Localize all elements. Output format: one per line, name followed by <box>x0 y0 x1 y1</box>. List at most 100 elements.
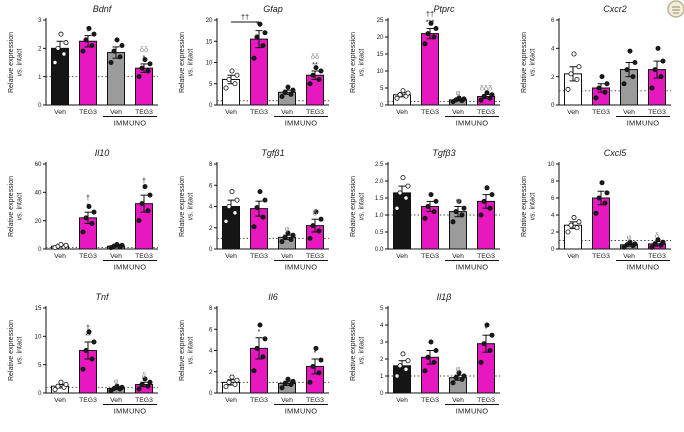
data-point <box>312 209 318 215</box>
data-points <box>108 383 125 394</box>
data-point <box>317 216 323 222</box>
y-tick-label: 0 <box>209 102 213 109</box>
data-point <box>306 379 312 385</box>
data-point <box>117 54 123 60</box>
data-point <box>400 351 406 357</box>
data-point <box>483 185 489 191</box>
chart-title: Tgfβ1 <box>261 148 284 158</box>
y-tick-label: 1 <box>380 373 384 380</box>
data-point <box>234 197 240 203</box>
panel-Bdnf: Bdnf Relative expression vs. intact 0 1 2 3 † * δ… <box>0 0 171 144</box>
data-point <box>262 30 268 36</box>
data-point <box>574 225 580 231</box>
y-tick-label: 0 <box>551 246 555 253</box>
y-axis-label-line2: vs. intact <box>16 49 23 77</box>
data-point <box>146 379 152 385</box>
chart-title: Ptprc <box>433 4 455 14</box>
data-point <box>317 68 323 74</box>
data-point <box>86 204 92 210</box>
x-category-label: TEG3 <box>592 253 610 260</box>
y-axis-label-line1: Relative expression <box>179 320 186 381</box>
y-tick-label: 3 <box>380 339 384 346</box>
data-point <box>114 37 120 43</box>
y-tick-label: 20 <box>205 17 212 24</box>
data-point <box>317 357 323 363</box>
y-axis-label-line2: vs. intact <box>358 193 365 221</box>
data-point <box>257 21 263 27</box>
y-tick-label: 10 <box>205 60 212 67</box>
data-point <box>80 366 86 372</box>
data-point <box>119 43 125 49</box>
data-point <box>282 380 288 386</box>
data-point <box>108 60 114 66</box>
data-points <box>251 21 268 61</box>
data-points <box>565 51 582 92</box>
chart-Bdnf: Bdnf Relative expression vs. intact 0 1 2 3 † *δ… <box>8 4 158 128</box>
data-point <box>483 322 489 328</box>
data-point <box>453 209 459 215</box>
data-point <box>431 359 437 365</box>
data-point <box>480 198 486 204</box>
data-point <box>114 241 120 247</box>
significance-annotation: †† <box>425 10 433 19</box>
chart-Tgfβ1: Tgfβ1 Relative expression vs. intact 0 2 4 6 8 φ… <box>179 148 329 272</box>
y-tick-label: 5 <box>38 362 42 369</box>
significance-annotation: ** <box>85 331 91 340</box>
data-point <box>480 94 486 100</box>
data-point <box>571 51 577 57</box>
y-tick-label: 0 <box>38 390 42 397</box>
y-tick-label: 2 <box>209 225 213 232</box>
data-point <box>431 34 437 40</box>
y-tick-label: 0.0 <box>374 246 383 253</box>
x-category-label: Veh <box>567 109 579 116</box>
x-category-label: TEG3 <box>79 253 97 260</box>
data-point <box>58 241 64 247</box>
chart-Il10: Il10 Relative expression vs. intact 0 20 40 60… <box>8 148 158 272</box>
data-point <box>565 86 571 92</box>
y-axis-label-line1: Relative expression <box>8 320 15 381</box>
data-points <box>306 345 323 385</box>
y-tick-label: 20 <box>376 34 383 41</box>
x-category-label: TEG3 <box>592 109 610 116</box>
x-category-label: Veh <box>396 397 408 404</box>
data-point <box>262 336 268 342</box>
data-points <box>648 45 665 91</box>
data-point <box>428 20 434 26</box>
data-point <box>80 48 86 54</box>
data-point <box>632 60 638 66</box>
significance-annotation: δδ <box>139 45 147 54</box>
data-point <box>229 68 235 74</box>
significance-annotation: † <box>141 176 145 185</box>
x-category-label: TEG3 <box>477 397 495 404</box>
data-point <box>312 65 318 71</box>
y-tick-label: 20 <box>34 218 41 225</box>
x-category-label: Veh <box>452 397 464 404</box>
y-tick-label: 25 <box>376 17 383 24</box>
chart-Il6: Il6 Relative expression vs. intact 0 2 4 6 8 * * V… <box>179 292 329 416</box>
data-point <box>433 348 439 354</box>
data-point <box>456 95 462 101</box>
data-point <box>651 67 657 73</box>
data-point <box>138 65 144 71</box>
data-point <box>312 345 318 351</box>
data-point <box>627 239 633 245</box>
x-category-label: Veh <box>452 253 464 260</box>
x-category-label: TEG3 <box>477 109 495 116</box>
panel-Tgfβ1: Tgfβ1 Relative expression vs. intact 0 2 4 6 8 φ… <box>171 144 342 288</box>
y-axis-label-line1: Relative expression <box>350 32 357 93</box>
y-tick-label: 0 <box>551 102 555 109</box>
x-category-label: TEG3 <box>421 253 439 260</box>
y-tick-label: 8 <box>551 178 555 185</box>
data-points <box>80 204 97 235</box>
data-points <box>223 374 240 390</box>
data-point <box>568 222 574 228</box>
data-point <box>486 348 492 354</box>
data-point <box>576 219 582 225</box>
y-tick-label: 6 <box>551 17 555 24</box>
data-point <box>306 81 312 87</box>
chart-Il1β: Il1β Relative expression vs. intact 0 1 2 3 4 5 φ… <box>350 292 500 416</box>
y-axis-label-line2: vs. intact <box>187 337 194 365</box>
y-tick-label: 2.0 <box>374 178 383 185</box>
data-point <box>486 205 492 211</box>
